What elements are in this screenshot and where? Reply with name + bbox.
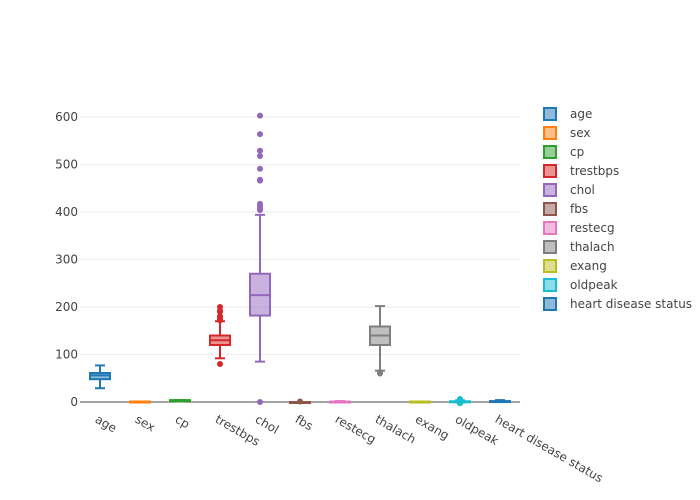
x-tick-label: exang [413, 412, 452, 443]
outlier-point [217, 304, 223, 310]
legend-swatch [543, 278, 557, 292]
legend-label: exang [570, 259, 607, 273]
x-tick-label: fbs [293, 412, 316, 433]
outlier-point [457, 396, 463, 403]
box-age [89, 364, 111, 390]
x-tick-label: restecg [333, 412, 379, 446]
legend-label: cp [570, 145, 584, 159]
y-tick-label: 0 [70, 395, 78, 409]
boxes [89, 112, 511, 407]
legend-item-heart-disease-status[interactable]: heart disease status [543, 297, 692, 311]
x-tick-label: trestbps [213, 412, 263, 449]
y-tick-label: 400 [55, 205, 78, 219]
box-thalach [369, 305, 391, 377]
y-tick-label: 300 [55, 253, 78, 267]
x-tick-label: thalach [373, 412, 419, 446]
x-tick-label: oldpeak [453, 412, 501, 448]
y-tick-label: 200 [55, 300, 78, 314]
outlier-point [257, 131, 263, 138]
legend-label: age [570, 107, 592, 121]
legend-swatch [543, 259, 557, 273]
gridlines [80, 116, 520, 355]
outlier-point [257, 399, 263, 405]
legend-item-restecg[interactable]: restecg [543, 221, 615, 235]
outlier-point [257, 152, 263, 159]
outlier-point [257, 112, 263, 119]
box-chol [249, 112, 271, 405]
legend-swatch [543, 240, 557, 254]
box-oldpeak [449, 396, 471, 407]
legend-item-oldpeak[interactable]: oldpeak [543, 278, 618, 292]
legend-swatch [543, 126, 557, 140]
box-restecg [329, 400, 351, 404]
legend-label: thalach [570, 240, 615, 254]
box-trestbps [209, 304, 231, 367]
outlier-point [257, 147, 263, 154]
box-sex [129, 400, 151, 404]
x-tick-label: age [93, 412, 119, 435]
outlier-point [297, 398, 303, 405]
y-tick-label: 500 [55, 158, 78, 172]
legend-swatch [543, 183, 557, 197]
legend-label: sex [570, 126, 591, 140]
legend-item-thalach[interactable]: thalach [543, 240, 615, 254]
legend-item-fbs[interactable]: fbs [543, 202, 588, 216]
legend-label: chol [570, 183, 595, 197]
legend-swatch [543, 145, 557, 159]
outlier-point [257, 200, 263, 207]
outlier-point [217, 313, 223, 320]
legend-swatch [543, 202, 557, 216]
box-fbs [289, 398, 311, 405]
legend-item-sex[interactable]: sex [543, 126, 591, 140]
legend-swatch [543, 297, 557, 311]
legend-swatch [543, 221, 557, 235]
outlier-point [257, 165, 263, 172]
box-cp [169, 399, 191, 403]
box-exang [409, 400, 431, 404]
legend-item-chol[interactable]: chol [543, 183, 595, 197]
legend-item-exang[interactable]: exang [543, 259, 607, 273]
legend-swatch [543, 107, 557, 121]
legend: age sex cp trestbps chol fbs restecg thalach exa… [543, 107, 692, 311]
legend-label: fbs [570, 202, 588, 216]
legend-label: oldpeak [570, 278, 618, 292]
legend-label: restecg [570, 221, 615, 235]
x-tick-label: cp [173, 412, 192, 431]
x-tick-label: heart disease status [493, 412, 606, 485]
outlier-point [217, 361, 223, 367]
outlier-point [377, 369, 383, 376]
legend-swatch [543, 164, 557, 178]
outlier-point [257, 176, 263, 183]
y-axis: 0 100 200 300 400 500 600 [55, 110, 78, 409]
legend-item-trestbps[interactable]: trestbps [543, 164, 619, 178]
legend-label: heart disease status [570, 297, 692, 311]
y-tick-label: 600 [55, 110, 78, 124]
box-heart-disease-status [489, 399, 511, 404]
legend-item-cp[interactable]: cp [543, 145, 584, 159]
x-tick-label: sex [133, 412, 158, 434]
y-tick-label: 100 [55, 348, 78, 362]
legend-label: trestbps [570, 164, 619, 178]
legend-item-age[interactable]: age [543, 107, 592, 121]
